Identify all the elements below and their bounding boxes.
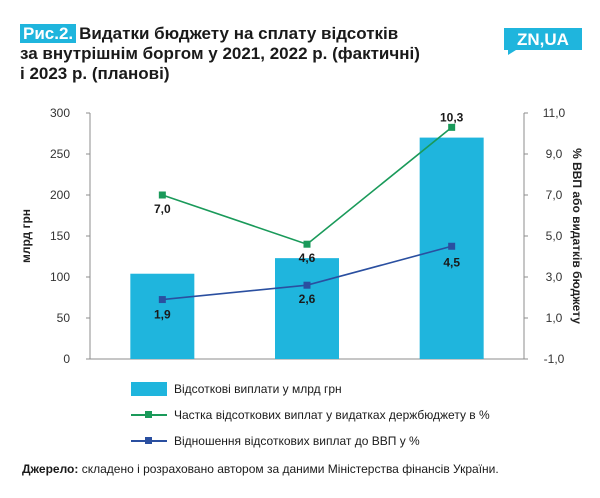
title-line-2: за внутрішнім боргом у 2021, 2022 р. (фа… [20, 44, 420, 63]
y-tick-label: 100 [50, 270, 70, 284]
y-tick-label: 0 [63, 352, 70, 366]
data-label-share: 4,6 [299, 251, 316, 265]
y-tick-label: 50 [57, 311, 71, 325]
y-axis-label: млрд грн [19, 209, 33, 263]
point-gdp [158, 296, 166, 304]
legend-label-bars: Відсоткові виплати у млрд грн [174, 382, 342, 396]
chart-canvas: 0 50 100 150 200 250 300 -1,0 1,0 3,0 5,0 7,0 9,0 11,… [19, 106, 584, 366]
y2-tick-label: 1,0 [546, 311, 563, 325]
title-line-1: Видатки бюджету на сплату відсотків [79, 24, 399, 43]
y2-tick-label: 3,0 [546, 270, 563, 284]
data-label-share: 10,3 [440, 110, 464, 124]
y-tick-label: 200 [50, 188, 70, 202]
bar [130, 273, 195, 359]
y2-tick-label: -1,0 [544, 352, 565, 366]
legend-swatch-share [131, 411, 167, 419]
y2-tick-label: 9,0 [546, 147, 563, 161]
chart-title: Рис.2. Видатки бюджету на сплату відсоткі… [20, 24, 490, 84]
legend-item-bars: Відсоткові виплати у млрд грн [130, 376, 590, 402]
logo-text: ZN,UA [517, 30, 569, 49]
legend-label-gdp: Відношення відсоткових виплат до ВВП у % [174, 434, 420, 448]
line-series-share [162, 126, 453, 246]
legend-item-gdp: Відношення відсоткових виплат до ВВП у % [130, 428, 590, 454]
legend-swatch-bars [131, 382, 167, 396]
source-text: складено і розраховано автором за даними… [78, 462, 499, 476]
y-tick-label: 150 [50, 229, 70, 243]
point-share [448, 123, 456, 131]
zn-ua-logo: ZN,UA [504, 28, 582, 55]
legend-item-share: Частка відсоткових виплат у видатках дер… [130, 402, 590, 428]
point-gdp [448, 242, 456, 250]
y2-axis-label: % ВВП або видатків бюджету [570, 148, 584, 324]
figure-label: Рис.2. [20, 24, 77, 43]
y2-tick-label: 11,0 [543, 106, 566, 120]
title-line-3: і 2023 р. (планові) [20, 64, 170, 83]
point-gdp [303, 281, 311, 289]
y-tick-label: 300 [50, 106, 70, 120]
y2-tick-label: 5,0 [546, 229, 563, 243]
point-share [158, 191, 166, 199]
data-label-gdp: 4,5 [443, 255, 460, 269]
data-label-share: 7,0 [154, 202, 171, 216]
data-label-gdp: 1,9 [154, 308, 171, 322]
legend-label-share: Частка відсоткових виплат у видатках дер… [174, 408, 490, 422]
bar [275, 258, 339, 359]
chart-header: Рис.2. Видатки бюджету на сплату відсоткі… [20, 24, 490, 84]
source-note: Джерело: складено і розраховано автором … [22, 462, 499, 476]
data-label-gdp: 2,6 [299, 292, 316, 306]
y-tick-label: 250 [50, 147, 70, 161]
chart-legend: Відсоткові виплати у млрд грн Частка від… [130, 376, 590, 454]
legend-swatch-gdp [131, 437, 167, 445]
source-label: Джерело: [22, 462, 79, 476]
point-share [303, 240, 311, 248]
y2-tick-label: 7,0 [546, 188, 563, 202]
